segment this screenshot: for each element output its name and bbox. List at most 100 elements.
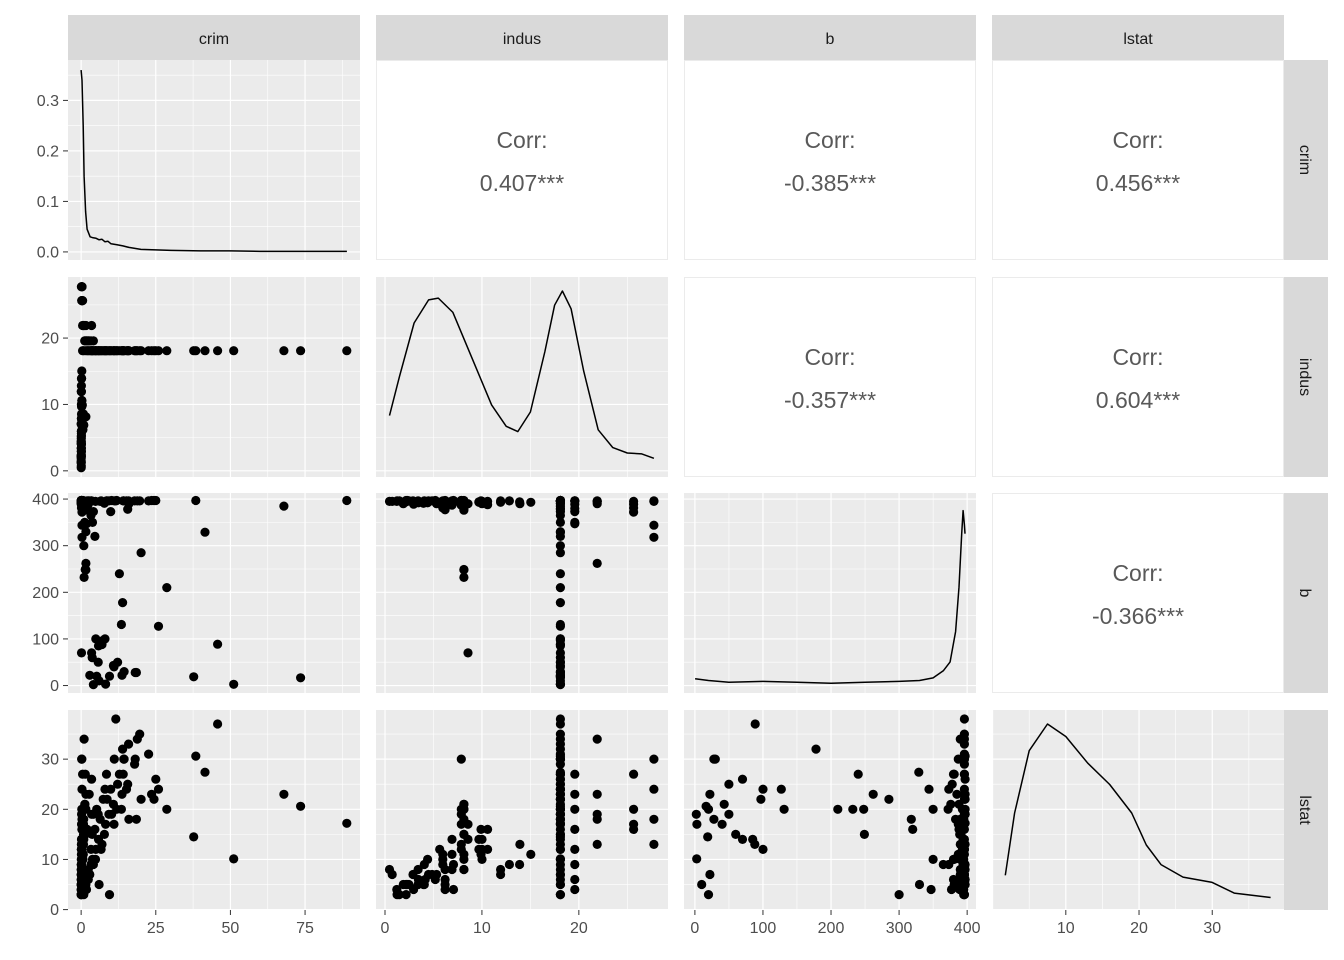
data-point xyxy=(928,854,938,865)
panel-bg xyxy=(68,60,360,260)
data-point xyxy=(555,769,566,779)
data-point xyxy=(296,673,306,683)
corr-label: Corr: xyxy=(804,344,855,370)
data-point xyxy=(496,497,506,507)
data-point xyxy=(109,819,119,829)
data-point xyxy=(81,565,91,575)
data-point xyxy=(570,507,580,517)
data-point xyxy=(946,884,957,895)
data-point xyxy=(77,784,87,794)
strip-label: indus xyxy=(503,31,541,48)
data-point xyxy=(123,504,133,514)
data-point xyxy=(447,834,457,845)
data-point xyxy=(87,774,97,784)
data-point xyxy=(649,532,659,542)
x-tick-label: 20 xyxy=(1130,920,1148,937)
corr-panel-bg xyxy=(992,277,1284,477)
data-point xyxy=(859,829,870,840)
data-point xyxy=(296,801,306,811)
data-point xyxy=(459,804,469,814)
data-point xyxy=(118,496,128,506)
data-point xyxy=(555,541,566,551)
corr-panel-bg xyxy=(376,60,668,260)
data-point xyxy=(189,832,199,842)
data-point xyxy=(119,754,129,764)
data-point xyxy=(504,859,514,870)
y-tick-label: 0 xyxy=(50,902,59,919)
data-point xyxy=(418,879,429,890)
y-tick-label: 0.1 xyxy=(37,194,59,211)
data-point xyxy=(124,814,134,824)
panel-indus-b: Corr: -0.357*** xyxy=(684,277,976,477)
data-point xyxy=(408,869,418,880)
data-point xyxy=(342,346,352,356)
x-tick-label: 200 xyxy=(818,920,845,937)
data-point xyxy=(908,824,918,835)
data-point xyxy=(717,819,727,829)
data-point xyxy=(592,499,602,509)
data-point xyxy=(474,844,484,855)
data-point xyxy=(229,679,239,689)
data-point xyxy=(555,503,566,513)
data-point xyxy=(448,884,459,895)
data-point xyxy=(483,824,493,835)
data-point xyxy=(87,829,97,840)
panel-bg xyxy=(376,277,668,477)
data-point xyxy=(894,890,904,900)
strip-label: b xyxy=(1296,589,1313,598)
data-point xyxy=(731,829,741,840)
data-point xyxy=(703,890,714,900)
data-point xyxy=(555,510,566,520)
data-point xyxy=(85,670,95,680)
data-point xyxy=(649,814,659,824)
density-line-b xyxy=(695,509,966,684)
data-point xyxy=(113,779,123,789)
y-tick-label: 10 xyxy=(41,852,59,869)
data-point xyxy=(79,572,89,583)
data-point xyxy=(87,648,97,658)
corr-value: 0.407*** xyxy=(480,170,564,196)
y-tick-label: 200 xyxy=(32,585,59,602)
panel-b-b xyxy=(684,493,976,693)
panel-crim-indus: Corr: 0.407*** xyxy=(376,60,668,260)
x-tick-label: 0 xyxy=(77,920,86,937)
x-tick-label: 20 xyxy=(570,920,588,937)
panel-bg xyxy=(684,493,976,693)
data-point xyxy=(136,794,146,804)
data-point xyxy=(555,496,566,506)
corr-panel-bg xyxy=(684,277,976,477)
data-point xyxy=(94,346,104,356)
data-point xyxy=(709,814,719,824)
data-point xyxy=(447,496,457,506)
strip-lstat-right xyxy=(1284,710,1328,910)
data-point xyxy=(555,619,566,630)
data-point xyxy=(868,789,878,799)
y-tick-label: 100 xyxy=(32,631,59,648)
data-point xyxy=(750,719,760,729)
data-point xyxy=(555,794,566,804)
data-point xyxy=(76,387,86,397)
data-point xyxy=(109,662,119,672)
data-point xyxy=(153,621,164,631)
data-point xyxy=(570,824,580,835)
data-point xyxy=(570,496,580,506)
data-point xyxy=(555,754,566,764)
data-point xyxy=(859,804,869,814)
data-point xyxy=(162,346,172,356)
data-point xyxy=(555,569,566,579)
data-point xyxy=(435,844,445,855)
data-point xyxy=(629,804,639,814)
strip-label: crim xyxy=(1296,145,1313,175)
panel-lstat-b xyxy=(684,710,976,911)
data-point xyxy=(555,662,566,672)
data-point xyxy=(342,818,352,828)
data-point xyxy=(90,531,100,542)
data-point xyxy=(423,498,433,508)
data-point xyxy=(408,496,418,506)
data-point xyxy=(213,639,223,649)
data-point xyxy=(570,859,580,870)
data-point xyxy=(884,794,894,804)
data-point xyxy=(459,864,469,875)
data-point xyxy=(76,447,86,457)
data-point xyxy=(423,854,433,865)
